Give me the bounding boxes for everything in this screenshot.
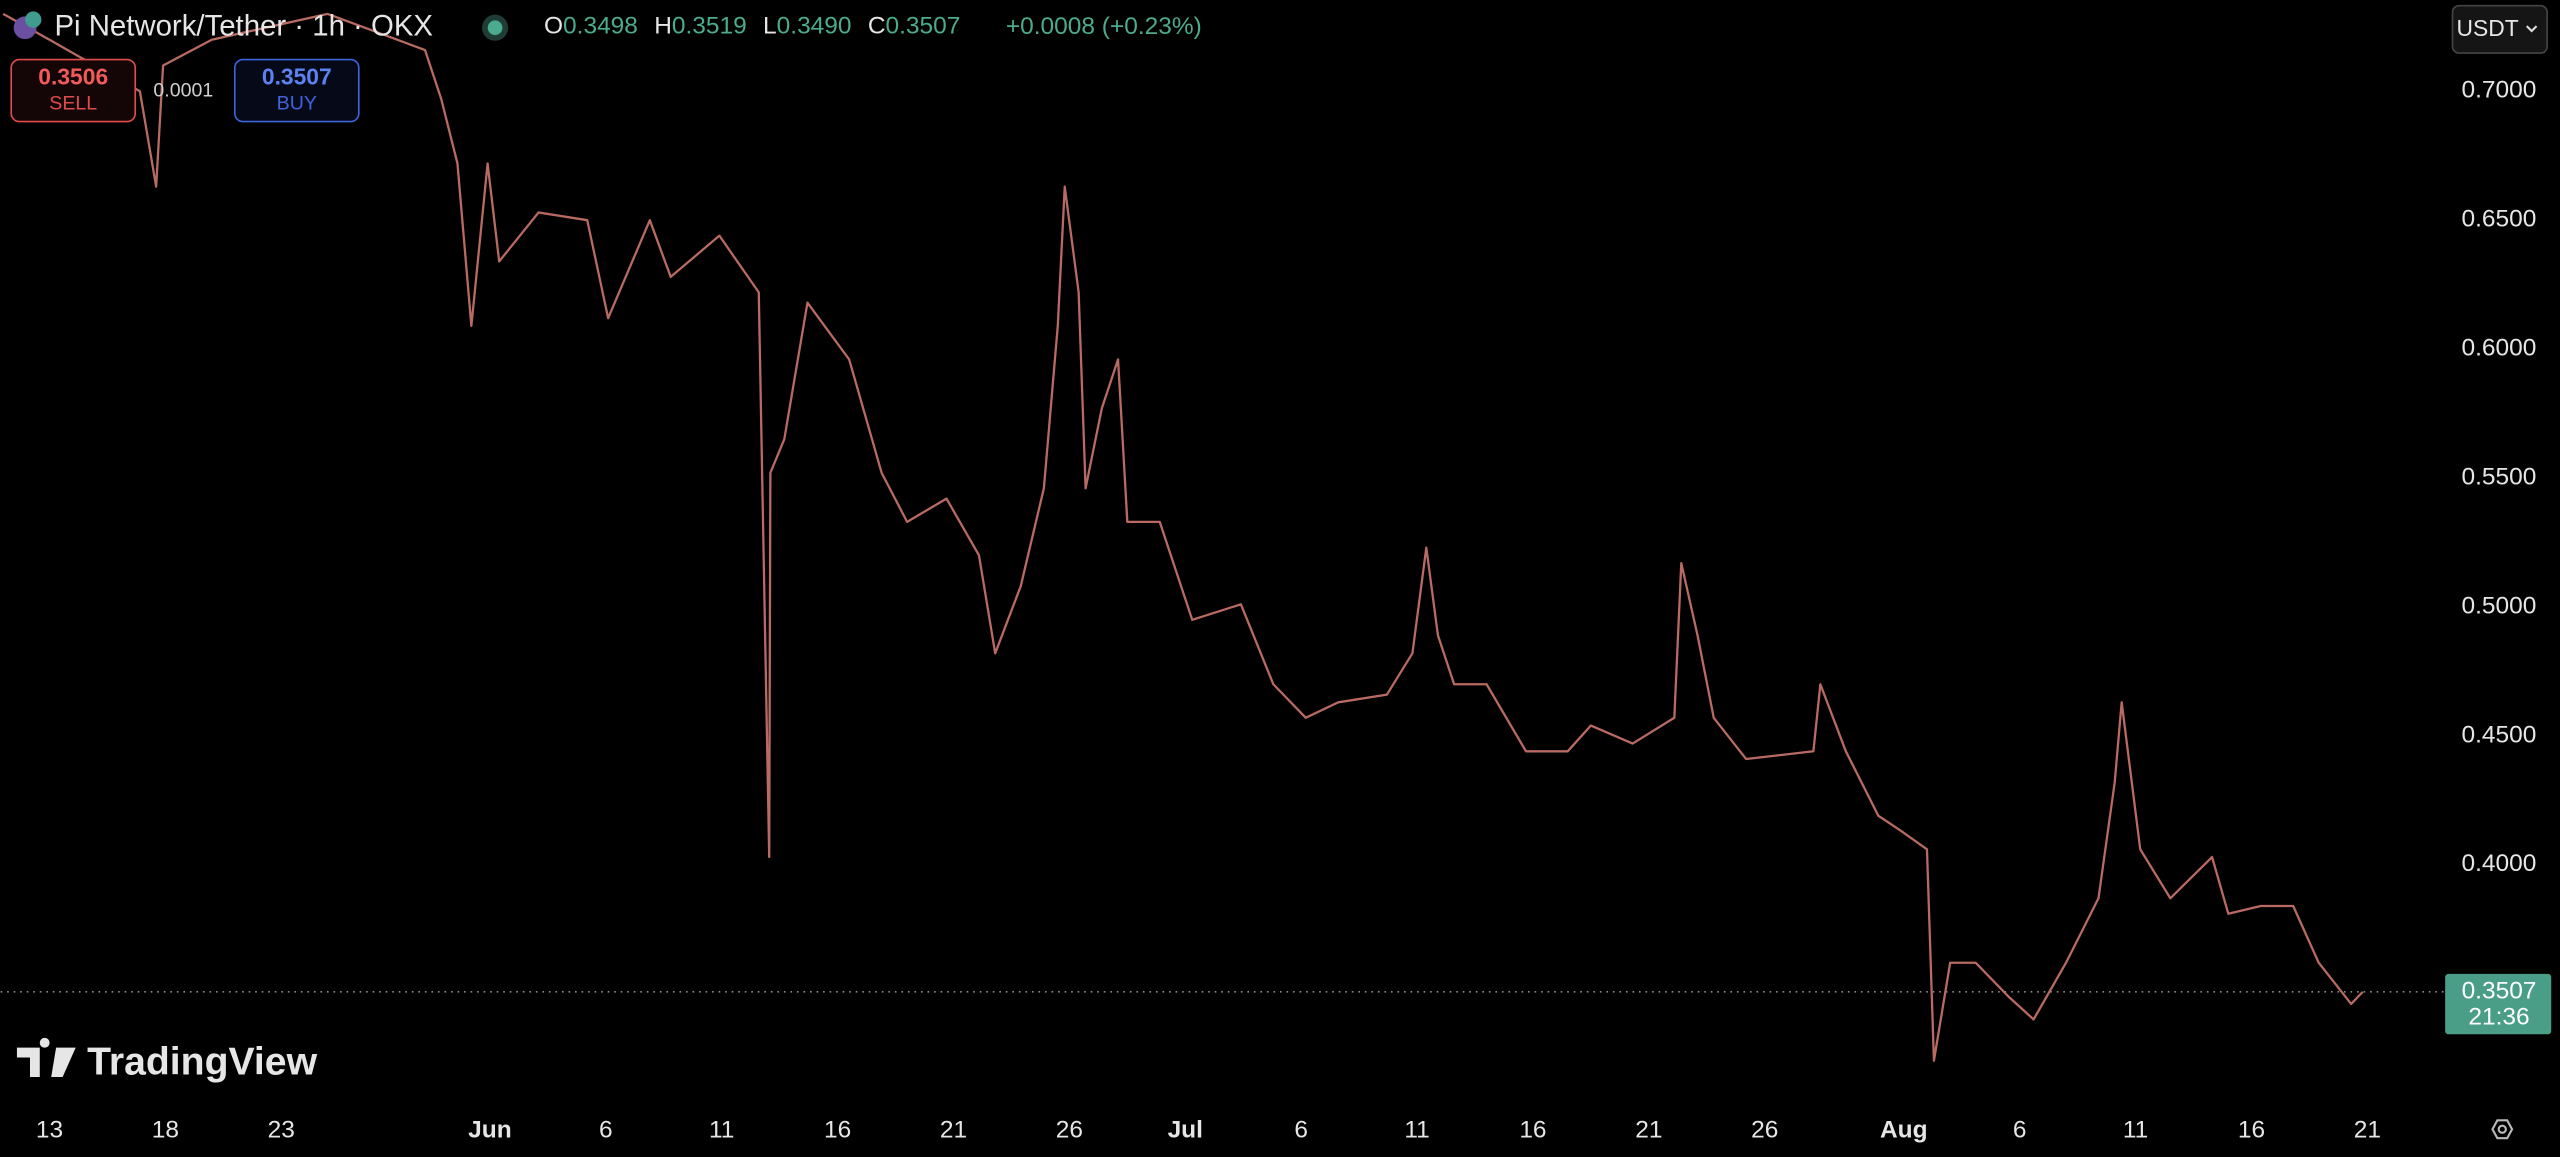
x-tick-label: 13	[36, 1116, 63, 1143]
x-tick-label: Jun	[468, 1116, 512, 1143]
y-tick-label: 0.5500	[2461, 463, 2536, 490]
brand-logo	[16, 1037, 76, 1078]
x-tick-label: 16	[824, 1116, 851, 1143]
brand-name: TradingView	[87, 1040, 317, 1083]
x-tick-label: 26	[1056, 1116, 1083, 1143]
ohlc-key: C	[868, 13, 886, 40]
x-tick-label: 23	[268, 1116, 295, 1143]
sell-label: SELL	[49, 93, 97, 115]
x-tick-label: 11	[709, 1116, 734, 1143]
ohlc-key: O	[544, 13, 563, 40]
x-tick-label: 6	[1294, 1116, 1308, 1143]
y-tick-label: 0.4000	[2461, 850, 2536, 877]
x-tick-label: 16	[1519, 1116, 1546, 1143]
currency-label: USDT	[2457, 15, 2519, 41]
status-dot	[487, 20, 503, 36]
x-tick-label: 11	[2123, 1116, 2148, 1143]
symbol-icon	[25, 11, 42, 28]
x-tick-label: 21	[2354, 1116, 2381, 1143]
chevron	[2526, 25, 2538, 33]
buy-label: BUY	[277, 93, 317, 115]
settings-icon[interactable]	[2491, 1119, 2514, 1140]
x-tick-label: 26	[1751, 1116, 1778, 1143]
y-tick-label: 0.7000	[2461, 77, 2536, 104]
ohlc-value: 0.3498	[563, 13, 638, 40]
spread: 0.0001	[153, 80, 213, 102]
y-tick-label: 0.6000	[2461, 335, 2536, 362]
price-line	[2, 12, 2364, 1062]
ohlc-value: 0.3490	[777, 13, 852, 40]
ohlc: O0.3498 H0.3519 L0.3490 C0.3507	[544, 13, 960, 40]
x-tick-label: 11	[1404, 1116, 1429, 1143]
last-price-box	[2445, 973, 2552, 1035]
x-tick-label: 6	[2013, 1116, 2027, 1143]
ohlc-key: L	[763, 13, 777, 40]
countdown-label: 21:36	[2468, 1003, 2529, 1030]
x-tick-label: Jul	[1168, 1116, 1203, 1143]
y-tick-label: 0.5000	[2461, 592, 2536, 619]
last-price-label: 0.3507	[2462, 977, 2537, 1004]
ohlc-key: H	[654, 13, 672, 40]
y-tick-label: 0.6500	[2461, 206, 2536, 233]
x-tick-label: Aug	[1880, 1116, 1928, 1143]
x-tick-label: 18	[152, 1116, 179, 1143]
currency-button[interactable]	[2451, 4, 2548, 54]
x-tick-label: 21	[940, 1116, 967, 1143]
x-tick-label: 6	[599, 1116, 613, 1143]
settings-icon	[2497, 1124, 2507, 1134]
sell-button[interactable]	[10, 58, 137, 123]
price-change: +0.0008 (+0.23%)	[1006, 13, 1202, 40]
ohlc-value: 0.3519	[672, 13, 747, 40]
sell-price: 0.3506	[38, 63, 108, 89]
x-tick-label: 16	[2238, 1116, 2265, 1143]
buy-button[interactable]	[233, 58, 360, 123]
buy-price: 0.3507	[262, 63, 332, 89]
ohlc-value: 0.3507	[886, 13, 961, 40]
y-tick-label: 0.4500	[2461, 721, 2536, 748]
symbol-title[interactable]: Pi Network/Tether · 1h · OKX	[54, 10, 433, 43]
x-tick-label: 21	[1635, 1116, 1662, 1143]
